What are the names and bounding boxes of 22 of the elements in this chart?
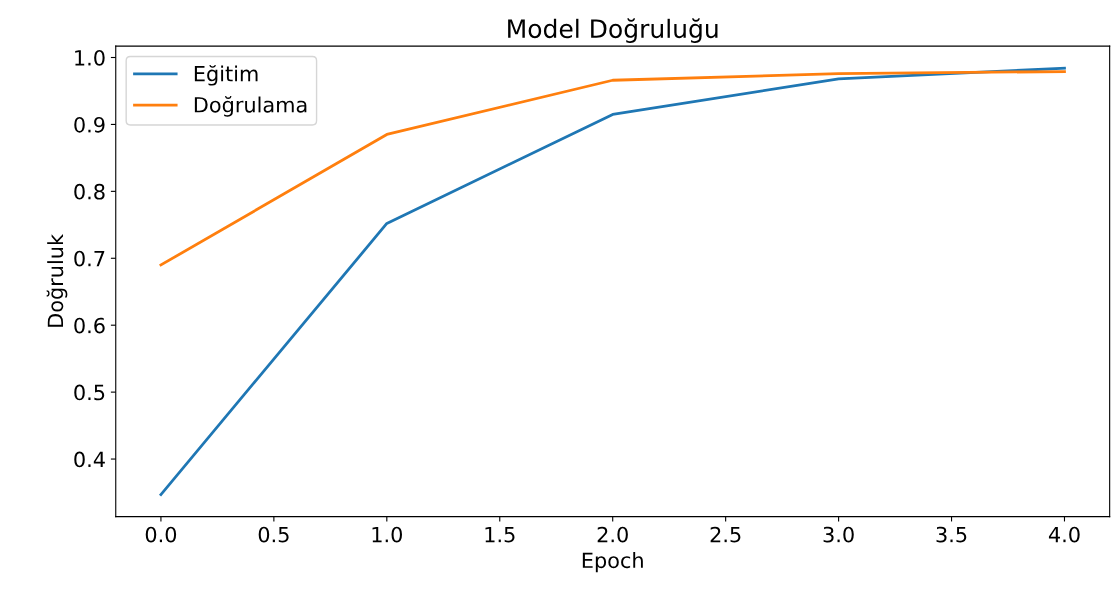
x-tick-label: 0.5 (258, 526, 289, 543)
x-tick-label: 4.0 (1048, 526, 1080, 543)
y-tick-label: 0.6 (74, 317, 105, 334)
y-tick-label: 0.5 (74, 384, 105, 401)
x-tick-label: 2.5 (710, 526, 741, 543)
x-axis-title: Epoch (582, 552, 643, 573)
x-tick-label: 1.5 (485, 526, 515, 543)
y-tick-label: 0.4 (74, 451, 105, 468)
x-tick-label: 3.0 (823, 526, 854, 543)
y-tick-label: 0.9 (74, 116, 105, 133)
line-series (159, 66, 1066, 496)
chart-title: Model Doğruluğu (508, 18, 718, 43)
y-tick-label: 0.8 (74, 183, 105, 200)
x-tick-label: 0.0 (145, 526, 177, 543)
x-tick-label: 3.5 (936, 526, 967, 543)
x-tick-label: 1.0 (372, 526, 402, 543)
y-tick-label: 1.0 (75, 49, 105, 66)
y-tick-label: 0.7 (74, 250, 105, 267)
legend-label: Doğrulama (194, 95, 307, 117)
y-axis-title: Doğruluk (46, 234, 68, 327)
x-tick-label: 2.0 (597, 526, 628, 543)
legend-label: Eğitim (194, 64, 258, 86)
